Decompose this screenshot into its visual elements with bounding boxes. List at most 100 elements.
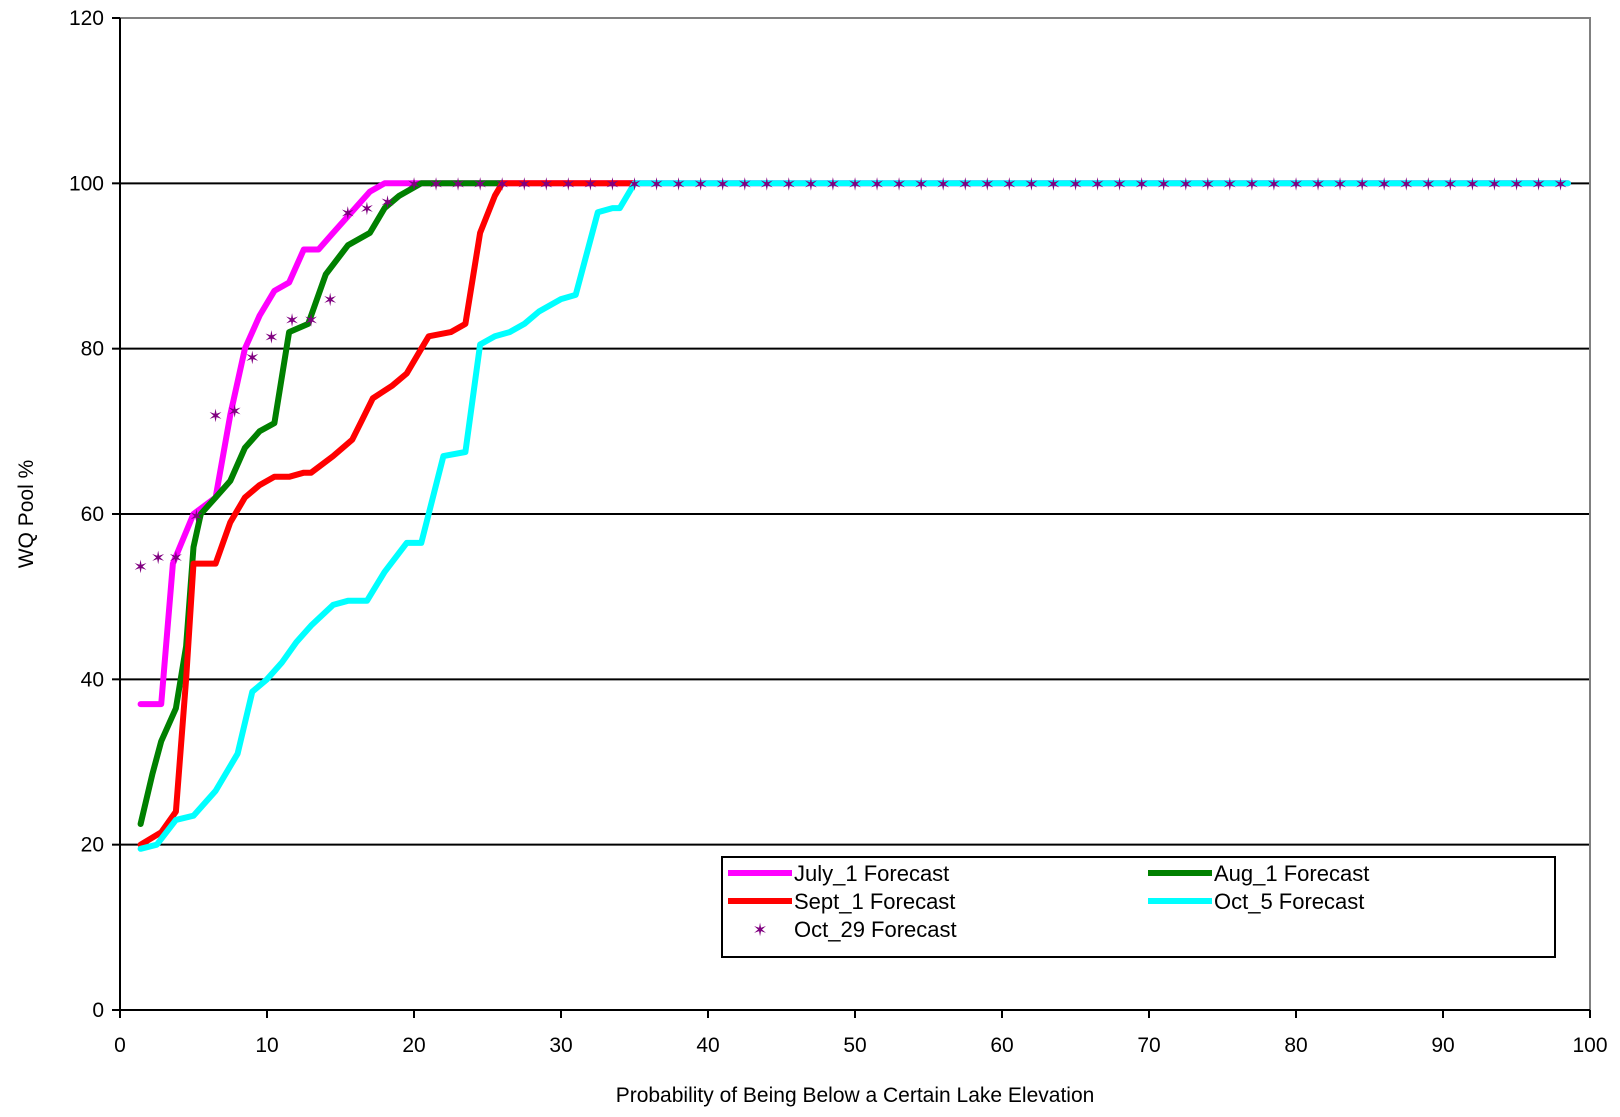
data-point-marker: ✶ bbox=[627, 174, 642, 195]
data-point-marker: ✶ bbox=[1333, 174, 1348, 195]
series-markers-oct-29-forecast: ✶ ✶ ✶ ✶ ✶ ✶ ✶ ✶ ✶ ✶ ✶ ✶ ✶ ✶ ✶ ✶ ✶ ✶ ✶ ✶ ✶ ✶ ✶ ✶ ✶ ✶ ✶ ✶ ✶ ✶ ✶ ✶ ✶ ✶ ✶ ✶ ✶ ✶ ✶ ✶… bbox=[133, 174, 1568, 578]
legend-box bbox=[721, 856, 1556, 958]
legend-label: Aug_1 Forecast bbox=[1214, 861, 1369, 886]
data-point-marker: ✶ bbox=[323, 290, 338, 311]
legend-label: Oct_29 Forecast bbox=[794, 917, 957, 942]
series-line-oct-5-forecast bbox=[137, 180, 1571, 852]
legend-item: July_1 Forecast bbox=[728, 861, 949, 886]
y-tick-label: 80 bbox=[81, 338, 104, 361]
data-point-marker: ✶ bbox=[583, 174, 598, 195]
data-point-marker: ✶ bbox=[936, 174, 951, 195]
series-line-aug-1-forecast bbox=[137, 180, 506, 827]
data-point-marker: ✶ bbox=[304, 311, 319, 332]
x-tick-label: 20 bbox=[402, 1034, 425, 1057]
legend-item: ✶ Oct_29 Forecast bbox=[752, 917, 956, 942]
y-tick-label: 0 bbox=[92, 999, 104, 1022]
data-point-marker: ✶ bbox=[380, 193, 395, 214]
data-point-marker: ✶ bbox=[1377, 174, 1392, 195]
legend-item: Sept_1 Forecast bbox=[728, 889, 955, 914]
series-line-july-1-forecast bbox=[137, 180, 1571, 708]
legend-item: Oct_5 Forecast bbox=[1148, 889, 1364, 914]
data-point-marker: ✶ bbox=[693, 174, 708, 195]
data-point-marker: ✶ bbox=[429, 174, 444, 195]
y-tick-label: 60 bbox=[81, 503, 104, 526]
data-point-marker: ✶ bbox=[1200, 174, 1215, 195]
data-point-marker: ✶ bbox=[189, 507, 204, 528]
y-tick-label: 40 bbox=[81, 668, 104, 691]
data-point-marker: ✶ bbox=[264, 327, 279, 348]
data-point-marker: ✶ bbox=[825, 174, 840, 195]
data-point-marker: ✶ bbox=[715, 174, 730, 195]
data-point-marker: ✶ bbox=[1068, 174, 1083, 195]
data-point-marker: ✶ bbox=[1090, 174, 1105, 195]
data-point-marker: ✶ bbox=[1355, 174, 1370, 195]
data-point-marker: ✶ bbox=[539, 174, 554, 195]
data-point-marker: ✶ bbox=[284, 311, 299, 332]
data-point-marker: ✶ bbox=[1222, 174, 1237, 195]
data-point-marker: ✶ bbox=[406, 174, 421, 195]
data-point-marker: ✶ bbox=[1531, 174, 1546, 195]
data-point-marker: ✶ bbox=[892, 174, 907, 195]
data-point-marker: ✶ bbox=[340, 203, 355, 224]
x-tick-label: 90 bbox=[1431, 1034, 1454, 1057]
data-point-marker: ✶ bbox=[1553, 174, 1568, 195]
data-point-marker: ✶ bbox=[759, 174, 774, 195]
data-point-marker: ✶ bbox=[1046, 174, 1061, 195]
data-point-marker: ✶ bbox=[1443, 174, 1458, 195]
data-point-marker: ✶ bbox=[495, 174, 510, 195]
y-tick-label: 20 bbox=[81, 834, 104, 857]
data-point-marker: ✶ bbox=[803, 174, 818, 195]
data-point-marker: ✶ bbox=[1288, 174, 1303, 195]
data-point-marker: ✶ bbox=[958, 174, 973, 195]
data-point-marker: ✶ bbox=[781, 174, 796, 195]
data-point-marker: ✶ bbox=[133, 557, 148, 578]
data-point-marker: ✶ bbox=[1112, 174, 1127, 195]
data-point-marker: ✶ bbox=[1024, 174, 1039, 195]
data-point-marker: ✶ bbox=[208, 406, 223, 427]
legend-label: July_1 Forecast bbox=[794, 861, 949, 886]
data-point-marker: ✶ bbox=[1421, 174, 1436, 195]
legend-label: Sept_1 Forecast bbox=[794, 889, 955, 914]
data-point-marker: ✶ bbox=[1509, 174, 1524, 195]
data-point-marker: ✶ bbox=[359, 199, 374, 220]
x-tick-label: 10 bbox=[255, 1034, 278, 1057]
tick-labels: 0 20 40 60 80 100 120 0 10 20 30 40 50 60 70 80 90 100 bbox=[69, 7, 1608, 1057]
y-tick-label: 100 bbox=[69, 172, 104, 195]
data-point-marker: ✶ bbox=[451, 174, 466, 195]
data-point-marker: ✶ bbox=[1266, 174, 1281, 195]
legend-label: Oct_5 Forecast bbox=[1214, 889, 1364, 914]
data-point-marker: ✶ bbox=[649, 174, 664, 195]
data-point-marker: ✶ bbox=[517, 174, 532, 195]
data-point-marker: ✶ bbox=[227, 402, 242, 423]
legend: July_1 Forecast Aug_1 Forecast Sept_1 Fore… bbox=[721, 856, 1556, 958]
x-tick-label: 40 bbox=[696, 1034, 719, 1057]
data-point-marker: ✶ bbox=[980, 174, 995, 195]
data-point-marker: ✶ bbox=[1156, 174, 1171, 195]
data-point-marker: ✶ bbox=[847, 174, 862, 195]
data-point-marker: ✶ bbox=[1244, 174, 1259, 195]
x-tick-label: 0 bbox=[114, 1034, 126, 1057]
x-tick-label: 50 bbox=[843, 1034, 866, 1057]
series-line-sept-1-forecast bbox=[137, 180, 638, 848]
data-point-marker: ✶ bbox=[914, 174, 929, 195]
x-tick-label: 30 bbox=[549, 1034, 572, 1057]
data-point-marker: ✶ bbox=[671, 174, 686, 195]
data-point-marker: ✶ bbox=[151, 548, 166, 569]
x-tick-label: 60 bbox=[990, 1034, 1013, 1057]
data-point-marker: ✶ bbox=[870, 174, 885, 195]
x-tick-label: 100 bbox=[1572, 1034, 1607, 1057]
data-point-marker: ✶ bbox=[1399, 174, 1414, 195]
x-tick-label: 80 bbox=[1284, 1034, 1307, 1057]
data-point-marker: ✶ bbox=[1178, 174, 1193, 195]
y-axis-label: WQ Pool % bbox=[15, 460, 38, 569]
x-tick-label: 70 bbox=[1137, 1034, 1160, 1057]
data-point-marker: ✶ bbox=[1487, 174, 1502, 195]
data-point-marker: ✶ bbox=[1134, 174, 1149, 195]
data-point-marker: ✶ bbox=[1311, 174, 1326, 195]
y-tick-label: 120 bbox=[69, 7, 104, 30]
data-point-marker: ✶ bbox=[561, 174, 576, 195]
series-layer: ✶ ✶ ✶ ✶ ✶ ✶ ✶ ✶ ✶ ✶ ✶ ✶ ✶ ✶ ✶ ✶ ✶ ✶ ✶ ✶ ✶ ✶ ✶ ✶ ✶ ✶ ✶ ✶ ✶ ✶ ✶ ✶ ✶ ✶ ✶ ✶ ✶ ✶ ✶ ✶… bbox=[133, 174, 1571, 852]
gridlines bbox=[120, 182, 1590, 846]
x-axis-label: Probability of Being Below a Certain Lak… bbox=[616, 1084, 1095, 1107]
